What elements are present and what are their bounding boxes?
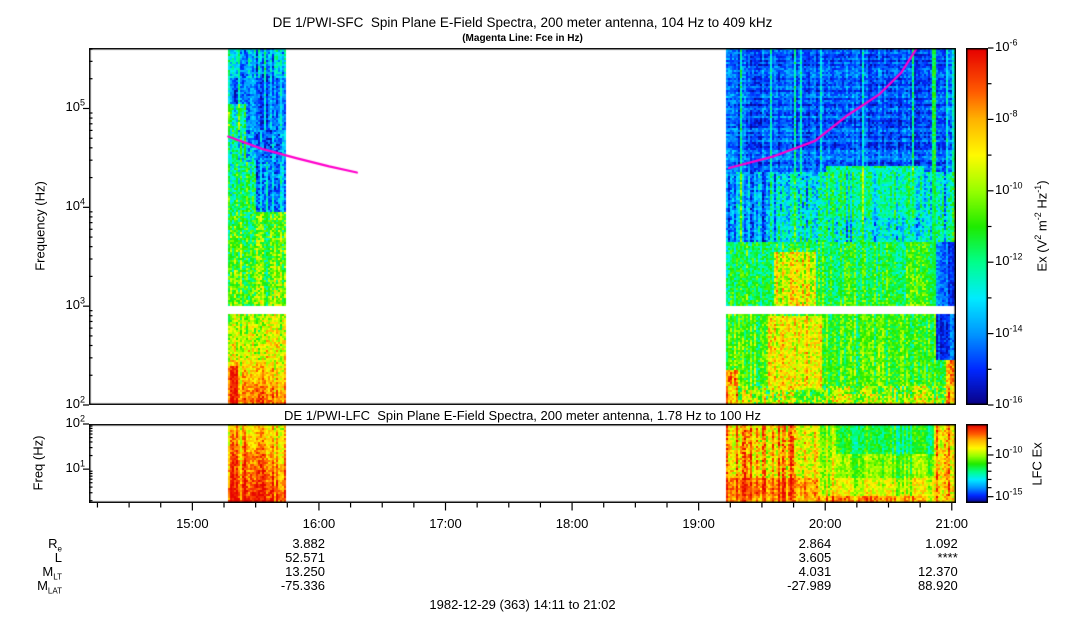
sfc-colorbar-tick-label: 10-16 [995,394,1023,411]
lfc-spectrogram [89,424,956,503]
lfc-title: DE 1/PWI-LFC Spin Plane E-Field Spectra,… [284,408,761,423]
x-tick-label: 21:00 [935,516,969,531]
ephemeris-value: -75.336 [280,578,325,593]
lfc-colorbar [966,424,988,503]
ephemeris-value: -27.989 [787,578,832,593]
lfc-colorbar-tick-label: 10-10 [995,444,1023,461]
ephemeris-row-label: L [54,550,62,565]
x-tick-label: 18:00 [555,516,589,531]
sfc-title: DE 1/PWI-SFC Spin Plane E-Field Spectra,… [272,15,773,30]
sfc-y-tick-label: 104 [65,196,85,214]
lfc-y-tick-label: 102 [65,413,85,430]
date-range-label: 1982-12-29 (363) 14:11 to 21:02 [429,597,616,612]
ephemeris-value: 88.920 [918,578,958,593]
ephemeris-value: 1.092 [925,536,958,551]
ephemeris-value: **** [937,550,958,565]
ephemeris-value: 4.031 [798,564,832,579]
sfc-spectrogram [89,48,956,405]
ephemeris-value: 3.882 [292,536,325,551]
ephemeris-row-label: MLT [42,564,62,582]
sfc-colorbar-tick-label: 10-8 [995,109,1018,126]
ephemeris-value: 13.250 [285,564,325,579]
sfc-subtitle: (Magenta Line: Fce in Hz) [462,33,583,44]
lfc-y-tick-label: 101 [65,458,85,476]
lfc-colorbar-tick-label: 10-15 [995,486,1023,503]
sfc-y-axis-label: Frequency (Hz) [32,181,48,271]
ephemeris-value: 2.864 [798,536,832,551]
x-tick-label: 16:00 [302,516,336,531]
ephemeris-row-label: Re [48,536,62,554]
sfc-y-tick-label: 102 [65,394,85,411]
sfc-colorbar-tick-label: 10-14 [995,323,1023,340]
sfc-colorbar-tick-label: 10-6 [995,37,1018,54]
x-tick-label: 19:00 [682,516,715,531]
ephemeris-row-label: MLAT [37,578,62,596]
x-tick-label: 15:00 [176,516,209,531]
ephemeris-value: 52.571 [285,550,325,565]
x-tick-label: 20:00 [808,516,842,531]
sfc-colorbar-tick-label: 10-10 [995,180,1023,197]
ephemeris-value: 3.605 [798,550,832,565]
sfc-y-tick-label: 103 [65,295,85,313]
ephemeris-value: 12.370 [918,564,958,579]
x-tick-label: 17:00 [429,516,462,531]
sfc-colorbar-tick-label: 10-12 [995,251,1023,269]
sfc-y-tick-label: 105 [65,98,85,115]
sfc-colorbar [966,48,988,405]
